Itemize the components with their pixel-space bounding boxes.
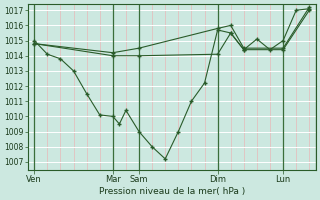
X-axis label: Pression niveau de la mer( hPa ): Pression niveau de la mer( hPa ) [99, 187, 245, 196]
